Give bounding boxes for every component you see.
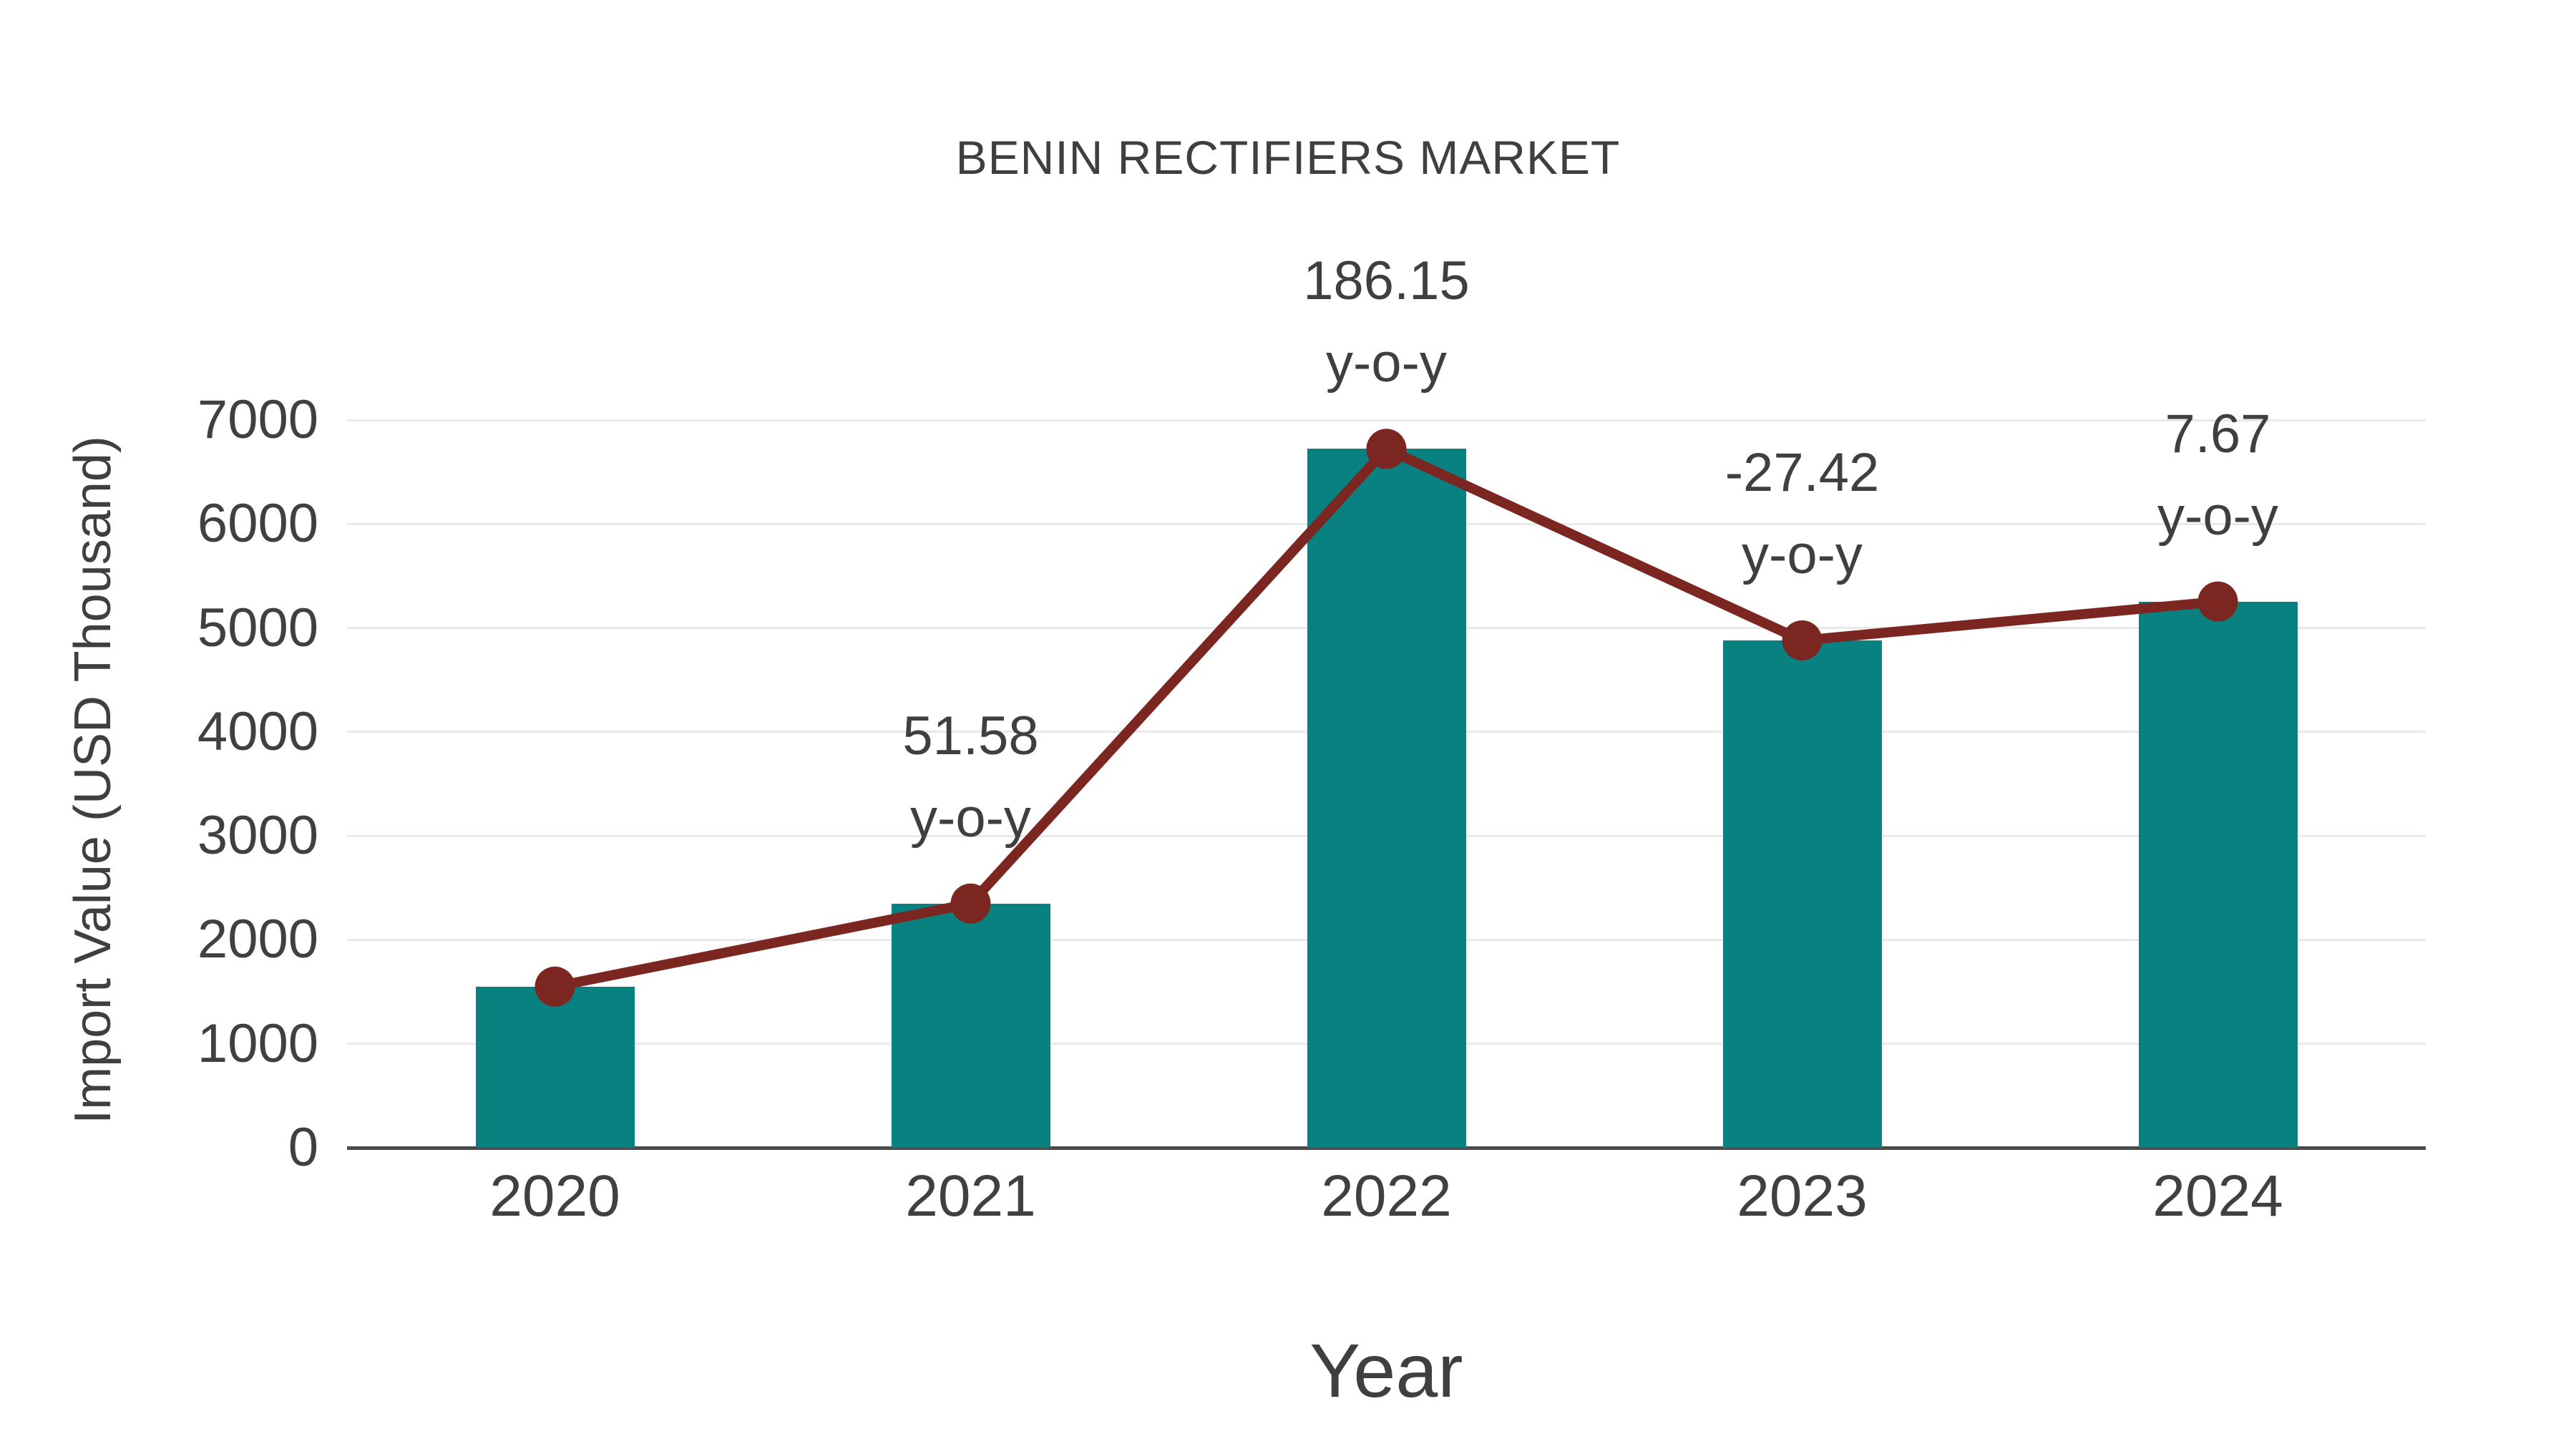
bar-2020 xyxy=(475,986,635,1148)
bar-2024 xyxy=(2138,601,2298,1148)
bar-2022 xyxy=(1307,449,1466,1148)
x-tick-label: 2024 xyxy=(2152,1163,2283,1229)
yoy-value: 51.58 xyxy=(902,705,1039,766)
y-tick-label: 5000 xyxy=(197,597,318,658)
y-tick-label: 6000 xyxy=(197,493,318,555)
chart-title: BENIN RECTIFIERS MARKET xyxy=(955,131,1621,184)
y-tick-label: 0 xyxy=(288,1117,318,1178)
yoy-annotation-2021: 51.58 y-o-y xyxy=(721,695,1221,859)
bar-2021 xyxy=(891,903,1050,1148)
yoy-suffix: y-o-y xyxy=(2157,485,2278,547)
yoy-annotation-2024: 7.67 y-o-y xyxy=(1968,393,2469,557)
gridline xyxy=(347,419,2426,421)
yoy-value: 7.67 xyxy=(2165,403,2271,464)
y-tick-label: 2000 xyxy=(197,909,318,970)
y-tick-label: 1000 xyxy=(197,1013,318,1074)
x-tick-label: 2023 xyxy=(1737,1163,1868,1229)
yoy-annotation-2022: 186.15 y-o-y xyxy=(1136,240,1637,404)
x-tick-label: 2021 xyxy=(905,1163,1036,1229)
x-axis-line xyxy=(347,1146,2426,1150)
yoy-value: 186.15 xyxy=(1303,250,1470,312)
yoy-suffix: y-o-y xyxy=(1326,333,1447,394)
x-tick-label: 2020 xyxy=(489,1163,620,1229)
y-tick-label: 4000 xyxy=(197,701,318,762)
x-tick-label: 2022 xyxy=(1321,1163,1452,1229)
bar-2023 xyxy=(1722,640,1882,1148)
yoy-suffix: y-o-y xyxy=(910,787,1031,849)
y-tick-label: 3000 xyxy=(197,805,318,867)
x-axis-title: Year xyxy=(1309,1329,1463,1413)
y-tick-label: 7000 xyxy=(197,389,318,450)
